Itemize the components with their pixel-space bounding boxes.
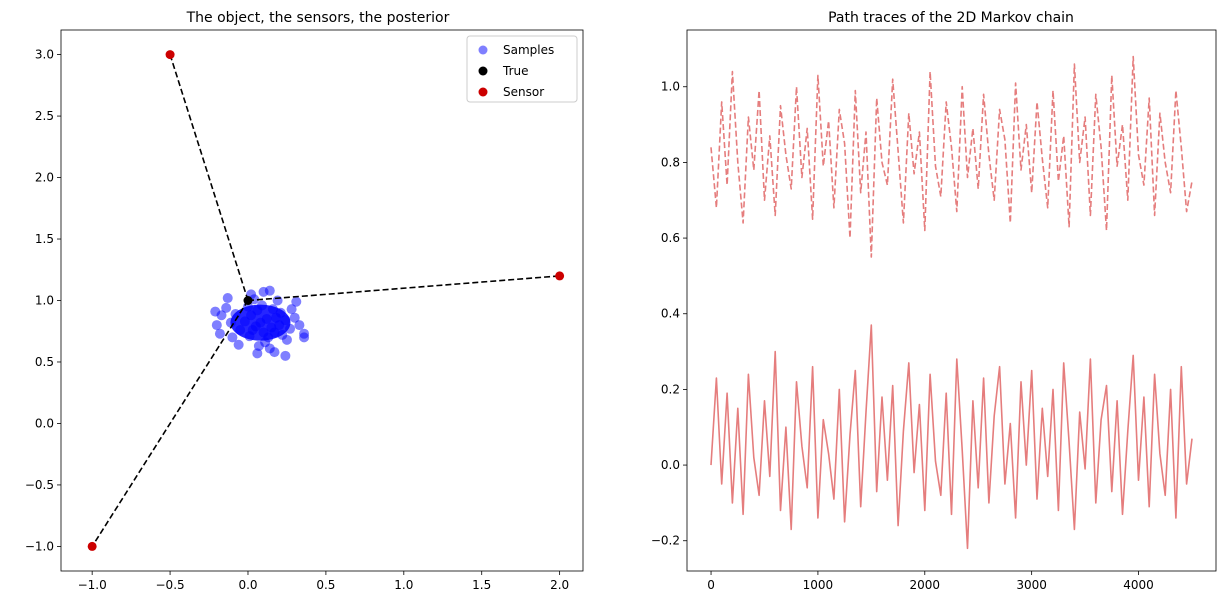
sample-point (221, 302, 232, 313)
sample-point (252, 348, 263, 359)
sample-point (227, 332, 238, 343)
right-axes: Path traces of the 2D Markov chain 0 1000… (651, 10, 1217, 592)
sample-point (294, 320, 305, 331)
right-y-tick-label: 1.0 (661, 80, 680, 94)
sample-point (289, 312, 300, 323)
legend-label: Sensor (503, 85, 544, 99)
sample-point (222, 293, 233, 304)
sensor-line (247, 275, 560, 302)
samples-cloud (210, 285, 310, 361)
right-plot-area (710, 55, 1193, 550)
left-plot-area (87, 50, 565, 551)
right-y-tick-label: 0.0 (661, 458, 680, 472)
x-trace-line (710, 324, 1193, 550)
legend-marker (478, 45, 488, 55)
left-x-tick-label: 0.5 (316, 578, 335, 592)
true-point (243, 296, 253, 305)
sample-point (264, 285, 275, 296)
left-axes-frame (60, 29, 584, 572)
left-y-tick-label: 1.5 (35, 232, 54, 246)
right-axes-frame (686, 29, 1217, 572)
left-x-tick-label: 1.5 (472, 578, 491, 592)
left-x-tick-label: −0.5 (156, 578, 185, 592)
left-y-tick-label: 0.0 (35, 416, 54, 430)
right-x-tick-label: 2000 (910, 578, 941, 592)
sample-point (280, 350, 291, 361)
legend-label: True (502, 64, 529, 78)
legend-box (466, 35, 578, 103)
left-x-tick-label: 2.0 (550, 578, 569, 592)
left-axes: The object, the sensors, the posterior −… (25, 10, 584, 592)
right-x-tick-label: 1000 (803, 578, 834, 592)
right-y-tick-label: 0.8 (661, 155, 680, 169)
left-y-tick-label: 1.0 (35, 294, 54, 308)
right-y-tick-label: 0.4 (661, 307, 680, 321)
legend-marker (478, 66, 488, 76)
sample-point (286, 304, 297, 315)
sample-point (281, 334, 292, 345)
right-x-tick-label: 4000 (1123, 578, 1154, 592)
y-trace-line (710, 55, 1193, 258)
sample-point (233, 339, 244, 350)
sensor-point (87, 541, 97, 551)
left-y-tick-label: −0.5 (25, 478, 54, 492)
sample-point (269, 347, 280, 358)
sample-point (291, 296, 302, 307)
left-x-tick-label: −1.0 (78, 578, 107, 592)
right-y-tick-label: 0.2 (661, 382, 680, 396)
sample-point (214, 328, 225, 339)
legend: Samples True Sensor (466, 35, 578, 103)
right-y-tick-label: −0.2 (651, 534, 680, 548)
left-y-tick-label: 2.5 (35, 109, 54, 123)
left-x-tick-label: 1.0 (394, 578, 413, 592)
sample-point (272, 295, 283, 306)
legend-label: Samples (503, 43, 554, 57)
left-chart-title: The object, the sensors, the posterior (186, 10, 450, 26)
sensor-point (165, 50, 175, 60)
right-x-tick-label: 3000 (1016, 578, 1047, 592)
sensor-line (169, 54, 249, 301)
left-y-tick-label: −1.0 (25, 539, 54, 553)
left-x-tick-label: 0.0 (238, 578, 257, 592)
left-y-tick-label: 2.0 (35, 171, 54, 185)
left-y-tick-label: 0.5 (35, 355, 54, 369)
sample-point (210, 306, 221, 317)
right-chart-title: Path traces of the 2D Markov chain (828, 10, 1074, 26)
sample-point (299, 332, 310, 343)
sensor-point (555, 271, 565, 281)
left-y-tick-label: 3.0 (35, 48, 54, 62)
right-x-tick-label: 0 (707, 578, 715, 592)
sample-density-core (230, 304, 291, 341)
sensor-line (91, 300, 249, 547)
legend-marker (478, 87, 488, 97)
right-y-tick-label: 0.6 (661, 231, 680, 245)
sample-point (211, 320, 222, 331)
